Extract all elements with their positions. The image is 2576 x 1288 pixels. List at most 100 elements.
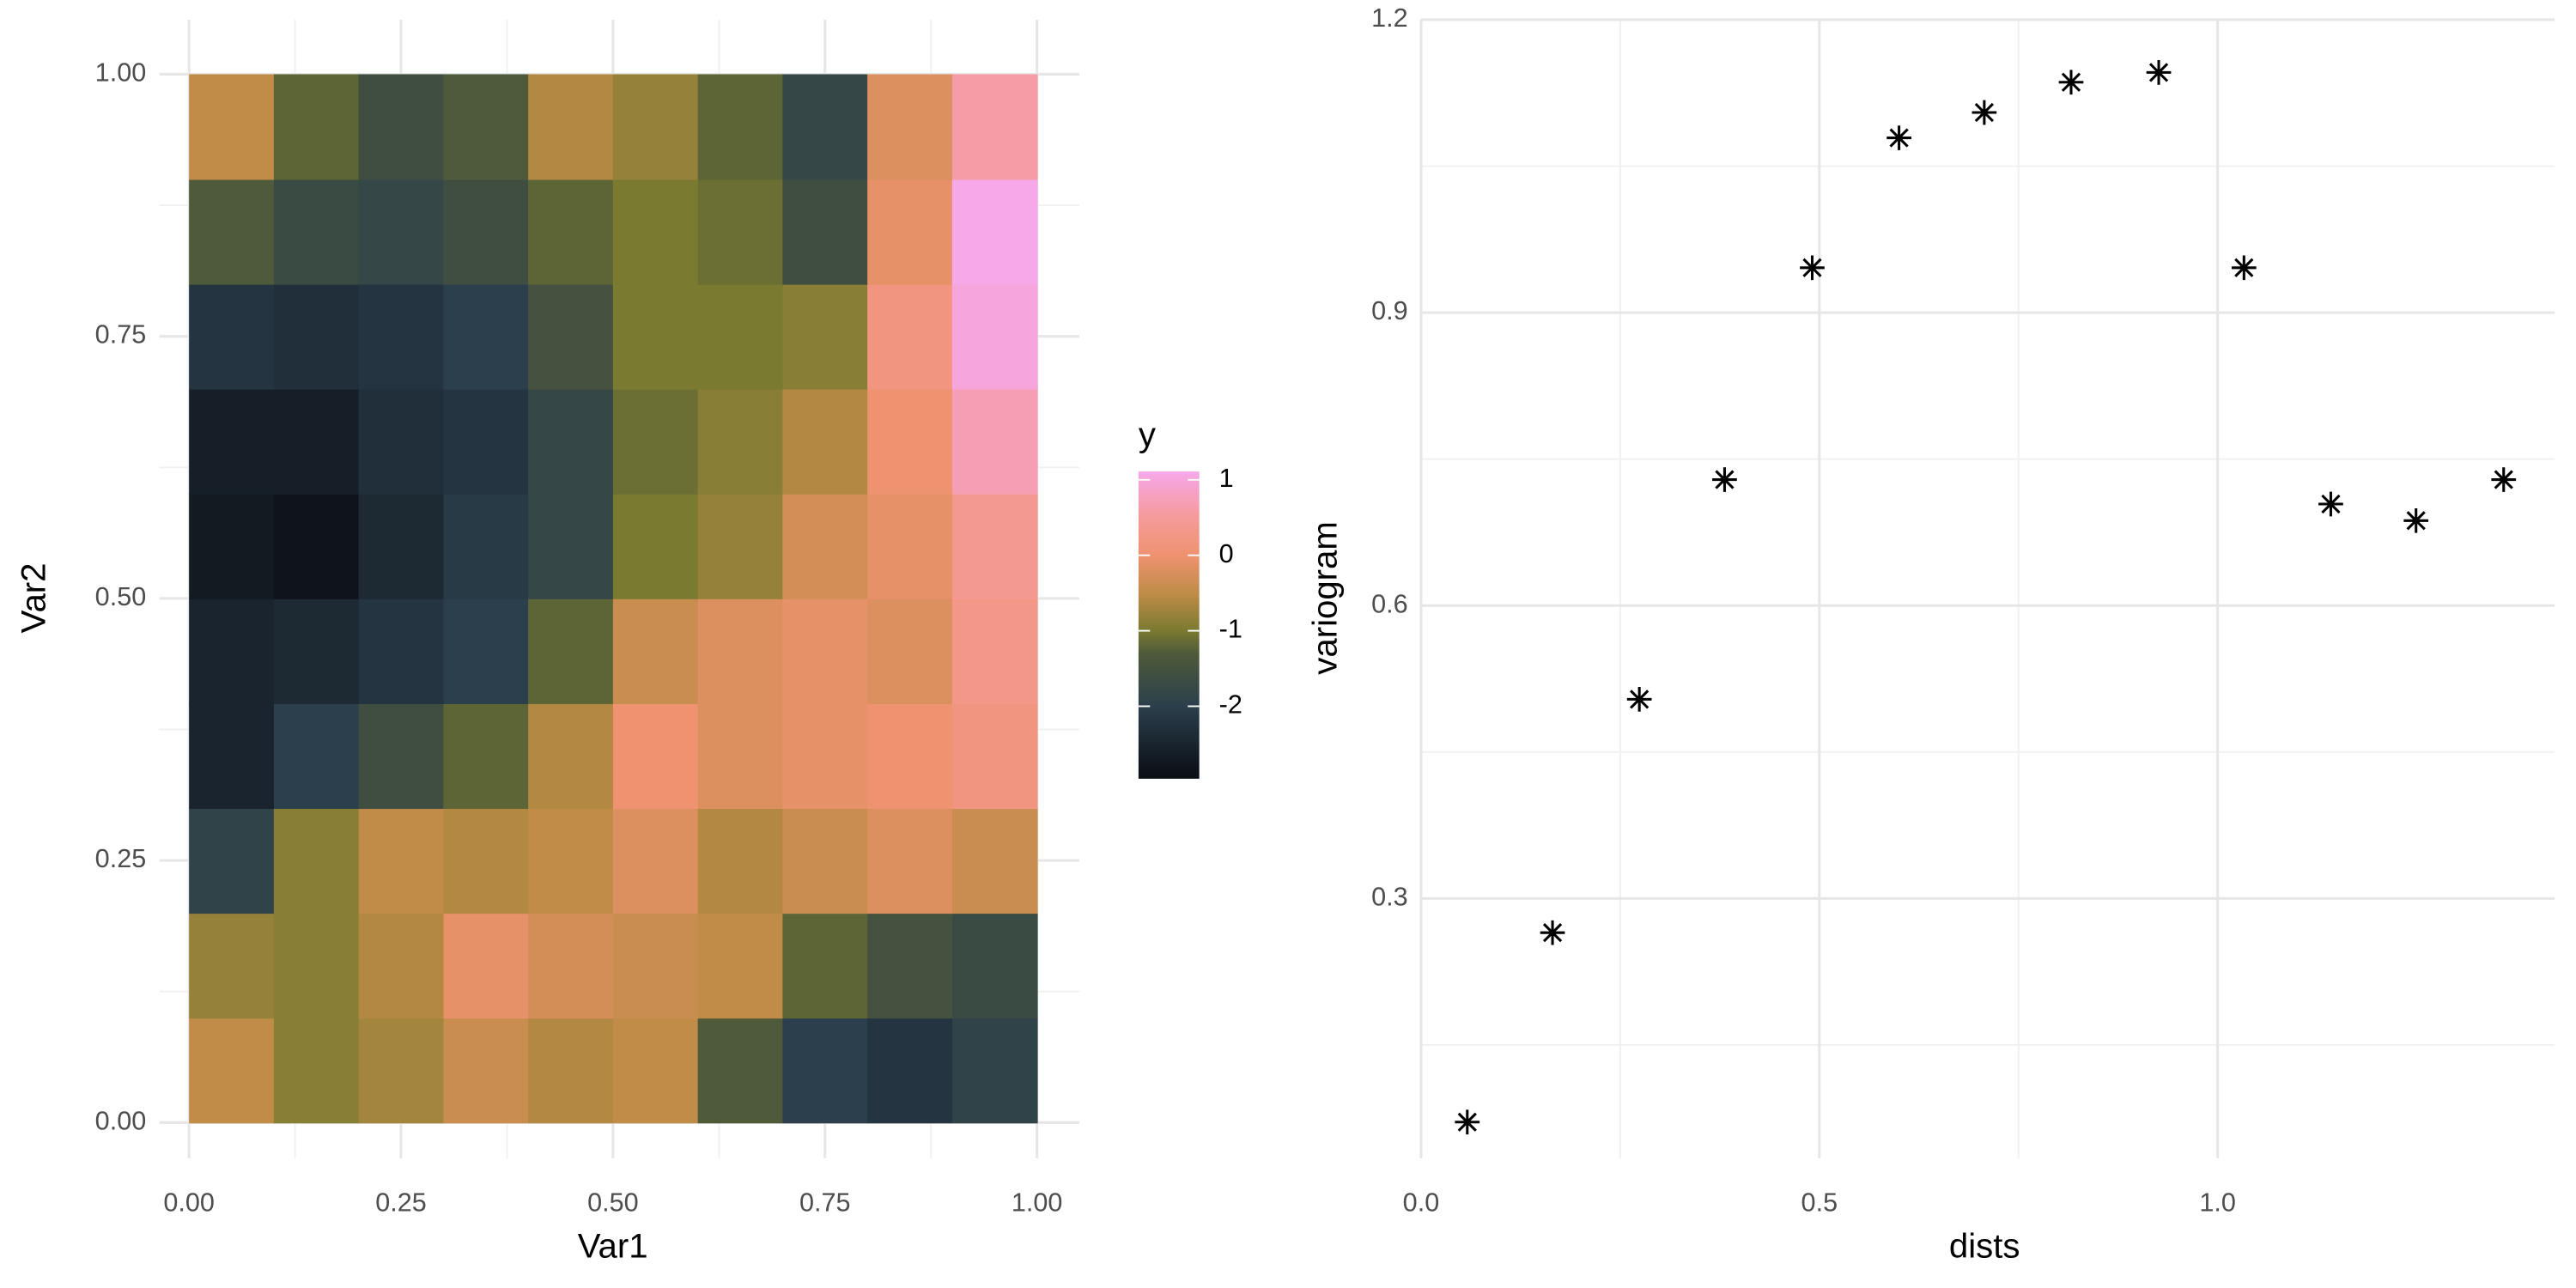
heat-cell [782,913,869,1019]
heat-cell [273,808,360,914]
heat-cell [697,283,784,390]
heat-cell [189,179,275,285]
heat-cell [867,493,953,599]
heat-cell [782,1018,869,1124]
heat-cell [867,808,953,914]
heat-cell [189,702,275,810]
heat-cell [697,1018,784,1124]
heat-cell [528,493,614,599]
heat-cell [867,388,953,495]
heat-cell [443,493,530,599]
heat-cell [528,702,614,810]
heat-cell [443,179,530,285]
heat-cell [189,388,275,495]
x-tick-label: 1.0 [2199,1188,2236,1218]
heat-cell [358,598,445,704]
heat-cell [528,598,614,704]
heat-cell [443,74,530,180]
heat-cell [273,702,360,810]
heat-cell [443,283,530,390]
heat-cell [697,388,784,495]
y-tick-label: 0.6 [1371,589,1408,618]
heat-cell [951,283,1038,390]
x-axis-title: dists [1949,1227,2020,1266]
heat-cell [782,74,869,180]
heat-cell [951,1018,1038,1124]
point [1886,125,1911,150]
x-tick-label: 0.5 [1801,1188,1838,1218]
y-tick-label: 0.25 [95,844,147,873]
heat-cell [951,913,1038,1019]
heat-cell [273,179,360,285]
heat-cell [189,74,275,180]
point [1626,687,1652,712]
colorbar-label: 0 [1219,539,1234,568]
heat-cell [358,74,445,180]
heat-cell [951,702,1038,810]
legend-title: y [1139,416,1156,454]
heat-cell [951,74,1038,180]
point [2231,255,2257,281]
heat-cell [273,283,360,390]
heat-cell [273,1018,360,1124]
heat-cell [528,74,614,180]
y-tick-label: 0.75 [95,320,147,349]
heat-cell [612,1018,699,1124]
heat-cell [951,808,1038,914]
y-tick-label: 1.00 [95,58,147,88]
colorbar [1138,471,1200,779]
heat-cell [612,913,699,1019]
heat-cell [528,179,614,285]
heat-cell [273,74,360,180]
heat-cell [528,283,614,390]
heat-cell [358,179,445,285]
heat-cell [273,598,360,704]
heat-cell [273,493,360,599]
colorbar-label: -1 [1219,615,1242,644]
colorbar-label: 1 [1219,464,1234,493]
y-tick-label: 0.3 [1371,882,1408,911]
heat-cell [358,283,445,390]
heat-cell [358,913,445,1019]
heat-cell [443,808,530,914]
heat-cell [358,493,445,599]
heat-cell [443,388,530,495]
heat-cell [951,493,1038,599]
heat-cell [867,74,953,180]
heat-cell [867,179,953,285]
heat-cell [189,598,275,704]
heat-cell [189,808,275,914]
heat-cell [443,598,530,704]
x-tick-label: 1.00 [1012,1188,1063,1218]
heat-cell [697,493,784,599]
x-tick-label: 0.25 [375,1188,427,1218]
point [1455,1109,1480,1135]
heat-cell [782,179,869,285]
heat-cell [867,1018,953,1124]
heat-cell [782,598,869,704]
heat-cell [358,808,445,914]
heat-cell [528,1018,614,1124]
heat-cell [951,388,1038,495]
heat-cell [443,913,530,1019]
x-tick-label: 0.00 [163,1188,215,1218]
y-tick-label: 0.9 [1371,296,1408,325]
heat-cell [189,913,275,1019]
point [2146,60,2172,85]
heat-cell [443,702,530,810]
point [2403,507,2429,533]
point [1540,920,1565,945]
x-tick-label: 0.50 [587,1188,639,1218]
heat-cell [612,388,699,495]
heat-cell [528,388,614,495]
heat-cell [612,493,699,599]
heat-cell [697,74,784,180]
heat-cell [612,283,699,390]
heat-cell [612,74,699,180]
heat-cell [782,702,869,810]
point [1800,255,1825,281]
y-axis-title: Var2 [15,563,53,634]
heat-cell [697,808,784,914]
heat-cell [697,913,784,1019]
